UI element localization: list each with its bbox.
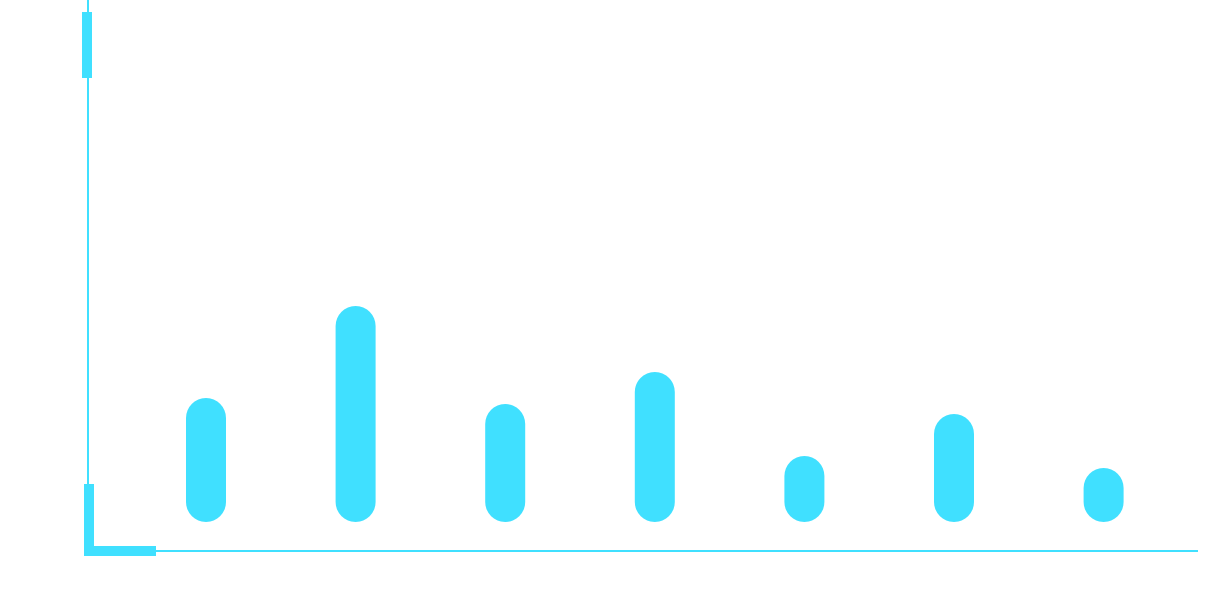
bar-1 — [186, 398, 226, 522]
y-axis-top-accent — [82, 12, 92, 78]
bar-7 — [1083, 468, 1124, 522]
bar-4 — [634, 372, 675, 522]
bar-5 — [784, 456, 825, 522]
bar-2 — [335, 306, 376, 522]
bar-3 — [485, 404, 526, 522]
bar-series — [186, 306, 1124, 522]
bar-6 — [934, 414, 974, 522]
axis-corner-vertical-accent — [84, 484, 94, 554]
